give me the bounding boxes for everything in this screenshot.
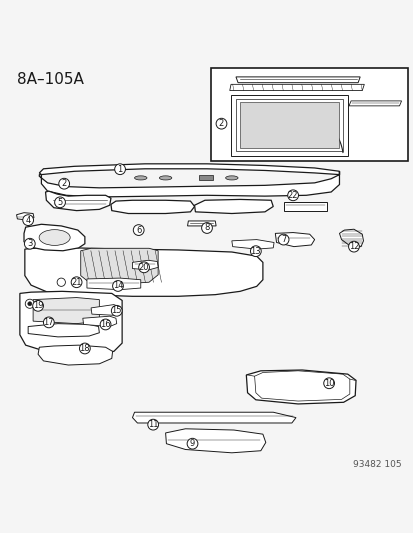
Text: 12: 12: [348, 242, 358, 251]
Circle shape: [278, 234, 288, 245]
Polygon shape: [38, 345, 112, 365]
Text: 8A–105A: 8A–105A: [17, 72, 83, 87]
Circle shape: [33, 301, 43, 311]
Text: 3: 3: [27, 239, 32, 248]
Polygon shape: [83, 316, 116, 327]
Text: 1: 1: [117, 165, 122, 174]
Ellipse shape: [134, 176, 147, 180]
Circle shape: [43, 317, 54, 328]
Polygon shape: [24, 224, 85, 251]
Circle shape: [111, 305, 122, 316]
Polygon shape: [165, 429, 265, 453]
Text: 15: 15: [111, 306, 122, 316]
Polygon shape: [45, 191, 111, 211]
Circle shape: [112, 280, 123, 292]
Polygon shape: [275, 232, 314, 247]
Circle shape: [133, 225, 144, 236]
Circle shape: [79, 343, 90, 354]
Polygon shape: [39, 171, 339, 197]
Circle shape: [187, 438, 197, 449]
Text: 22: 22: [287, 191, 298, 200]
Text: 6: 6: [136, 225, 141, 235]
Text: 4: 4: [26, 216, 31, 224]
Text: 7: 7: [280, 235, 285, 244]
Polygon shape: [194, 199, 273, 214]
Circle shape: [323, 378, 334, 389]
Circle shape: [216, 118, 226, 129]
Text: 10: 10: [323, 379, 334, 387]
Bar: [211, 68, 407, 161]
Polygon shape: [111, 200, 194, 214]
Circle shape: [138, 262, 149, 273]
Text: 14: 14: [112, 281, 123, 290]
Circle shape: [147, 419, 158, 430]
Polygon shape: [339, 229, 363, 247]
Text: 2: 2: [62, 179, 66, 188]
Text: 2: 2: [218, 119, 223, 128]
Circle shape: [24, 238, 35, 249]
Circle shape: [25, 299, 34, 308]
Polygon shape: [17, 213, 34, 220]
Circle shape: [23, 215, 33, 225]
Text: 93482 105: 93482 105: [352, 461, 401, 470]
Polygon shape: [28, 324, 99, 337]
Circle shape: [28, 302, 32, 306]
Circle shape: [114, 164, 125, 175]
Ellipse shape: [159, 176, 171, 180]
Text: 20: 20: [138, 263, 149, 272]
Polygon shape: [230, 95, 347, 156]
Circle shape: [287, 190, 298, 200]
Circle shape: [59, 179, 69, 189]
Polygon shape: [81, 248, 158, 284]
Text: 5: 5: [57, 198, 62, 207]
Text: 11: 11: [147, 420, 158, 429]
Polygon shape: [25, 248, 262, 296]
Polygon shape: [187, 221, 216, 226]
Circle shape: [201, 223, 212, 233]
Polygon shape: [231, 240, 273, 249]
Ellipse shape: [225, 176, 237, 180]
Circle shape: [55, 197, 65, 208]
Ellipse shape: [39, 230, 70, 245]
Polygon shape: [132, 260, 158, 270]
Polygon shape: [20, 292, 122, 353]
Polygon shape: [283, 203, 326, 211]
Text: 17: 17: [43, 318, 54, 327]
Polygon shape: [87, 278, 140, 289]
Circle shape: [71, 277, 82, 288]
Circle shape: [100, 319, 111, 330]
Polygon shape: [132, 412, 295, 423]
Text: 21: 21: [71, 278, 82, 287]
Text: 18: 18: [79, 344, 90, 353]
Text: 13: 13: [250, 247, 261, 256]
Text: 19: 19: [33, 301, 43, 310]
Circle shape: [348, 241, 358, 252]
Circle shape: [250, 246, 261, 256]
Circle shape: [57, 278, 65, 286]
Bar: [198, 175, 213, 180]
Polygon shape: [240, 102, 338, 148]
Text: 16: 16: [100, 320, 111, 329]
Polygon shape: [246, 370, 355, 404]
Text: 9: 9: [190, 439, 195, 448]
Polygon shape: [91, 304, 121, 316]
Text: 8: 8: [204, 223, 209, 232]
Polygon shape: [39, 164, 339, 175]
Polygon shape: [33, 297, 99, 324]
